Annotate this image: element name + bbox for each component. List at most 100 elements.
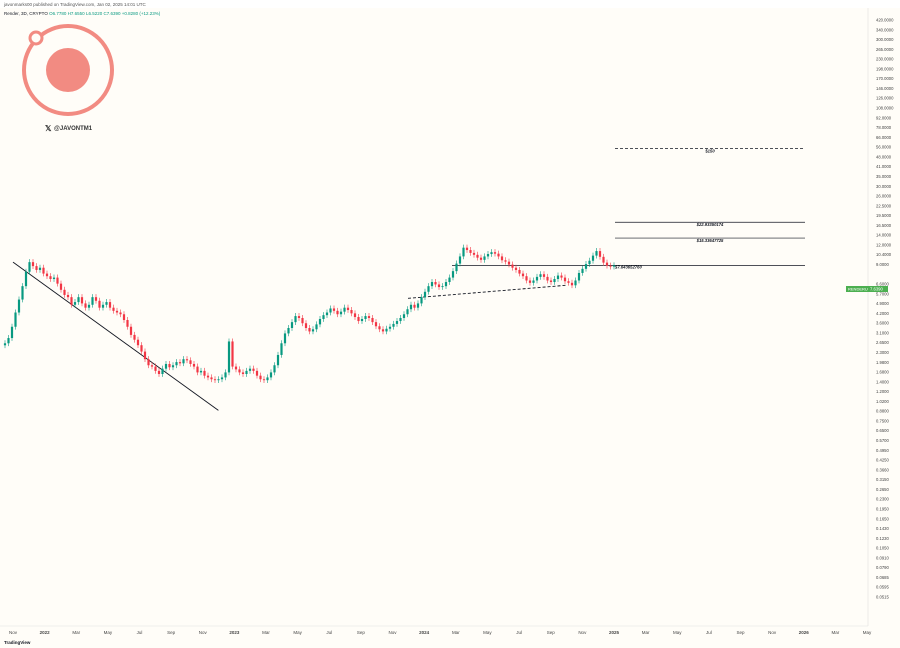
candle-body	[98, 300, 101, 308]
time-tick-label: 2026	[799, 630, 810, 635]
price-tick-label: 340.0000	[876, 27, 894, 32]
candle-body	[304, 323, 308, 328]
price-tick-label: 66.0000	[876, 135, 892, 140]
time-tick-label: 2022	[40, 630, 51, 635]
time-axis[interactable]: Nov 2022 Mar May Jul Sep Nov 2023 Mar May Jul Sep No…	[9, 630, 872, 635]
candle-body	[10, 326, 14, 339]
candle-body	[147, 359, 150, 366]
candle-body	[486, 254, 490, 257]
candle-body	[609, 265, 612, 267]
tradingview-brand[interactable]: TradingView	[4, 640, 31, 645]
trendline	[407, 284, 567, 299]
time-tick-label: Jul	[137, 630, 143, 635]
price-tag	[846, 286, 868, 292]
candle-body	[539, 274, 542, 277]
time-tick-label: Mar	[72, 630, 80, 635]
price-tick-label: 78.0000	[876, 125, 892, 130]
time-tick-label: Nov	[578, 630, 587, 635]
candle-body	[556, 275, 560, 280]
candle-body	[87, 304, 91, 308]
candle-body	[465, 247, 469, 251]
ohlc-open: O6.7780	[49, 11, 67, 16]
candle-body	[42, 267, 45, 274]
candle-body	[280, 343, 283, 355]
candle-body	[437, 284, 441, 288]
price-tick-label: 3.1000	[876, 330, 889, 335]
candle-body	[203, 370, 206, 376]
candle-body	[273, 365, 276, 373]
candle-body	[84, 303, 87, 308]
candle-body	[101, 304, 105, 308]
top-strip	[0, 0, 900, 8]
candle-body	[28, 262, 31, 272]
time-tick-label: Jul	[326, 630, 332, 635]
candle-body	[70, 297, 73, 305]
candle-body	[605, 262, 609, 266]
candle-body	[234, 366, 238, 370]
candle-body	[378, 326, 381, 330]
time-tick-label: May	[863, 630, 872, 635]
candle-body	[350, 310, 353, 314]
candle-body	[157, 370, 161, 375]
price-tick-label: 198.0000	[876, 66, 894, 71]
price-axis[interactable]: 420.0000 340.0000 300.0000 265.0000 230.0000…	[876, 18, 894, 600]
candle-body	[238, 369, 241, 373]
candle-body	[133, 334, 136, 340]
candle-body	[308, 327, 311, 332]
candle-body	[546, 276, 549, 281]
time-tick-label: May	[293, 630, 302, 635]
candle-body	[416, 303, 420, 308]
candle-body	[591, 255, 595, 261]
candle-body	[353, 313, 357, 318]
candle-body	[112, 307, 115, 311]
candle-body	[430, 282, 434, 287]
candle-body	[206, 375, 210, 378]
candle-body	[185, 359, 189, 361]
candle-body	[136, 339, 140, 346]
candle-body	[497, 253, 500, 257]
candle-body	[35, 266, 38, 270]
candle-body	[140, 345, 143, 352]
price-tick-label: 0.1650	[876, 516, 889, 521]
price-tick-label: 0.7500	[876, 418, 889, 423]
price-tick-label: 0.1430	[876, 526, 889, 531]
time-tick-label: 2024	[419, 630, 430, 635]
price-tick-label: 1.6800	[876, 370, 889, 375]
candle-body	[301, 317, 304, 324]
candle-body	[56, 277, 59, 284]
ohlc-close: C7.6390	[103, 11, 121, 16]
candle-body	[143, 351, 147, 360]
candle-body	[332, 308, 336, 311]
candle-body	[595, 251, 598, 256]
candle-body	[108, 302, 112, 308]
time-tick-label: Jul	[706, 630, 712, 635]
price-tick-label: 0.0685	[876, 575, 889, 580]
price-tick-label: 0.4250	[876, 458, 889, 463]
candle-body	[455, 263, 458, 272]
price-tick-label: 56.0000	[876, 145, 892, 150]
price-tick-label: 1.9800	[876, 360, 889, 365]
candle-body	[448, 277, 451, 283]
candle-body	[161, 368, 164, 375]
time-tick-label: May	[673, 630, 682, 635]
ohlc-high: H7.6550	[67, 11, 85, 16]
candle-body	[192, 363, 196, 367]
candle-body	[168, 363, 171, 368]
time-tick-label: Mar	[452, 630, 460, 635]
candle-body	[24, 271, 28, 287]
price-tick-label: 2.3000	[876, 350, 889, 355]
price-tag-value: 7.6390	[870, 287, 883, 292]
price-tick-label: 0.3660	[876, 467, 889, 472]
price-tick-label: 6.6000	[876, 282, 889, 287]
price-tick-label: 0.2300	[876, 497, 889, 502]
candle-body	[213, 379, 217, 381]
candle-body	[549, 280, 553, 283]
price-level-label: $15.33647725	[696, 238, 724, 243]
price-tick-label: 2.6500	[876, 340, 889, 345]
price-tick-label: 0.0910	[876, 555, 889, 560]
price-level-label: $150	[704, 149, 715, 154]
candle-body	[154, 366, 157, 371]
candle-body	[360, 318, 364, 322]
candle-body	[507, 261, 511, 265]
